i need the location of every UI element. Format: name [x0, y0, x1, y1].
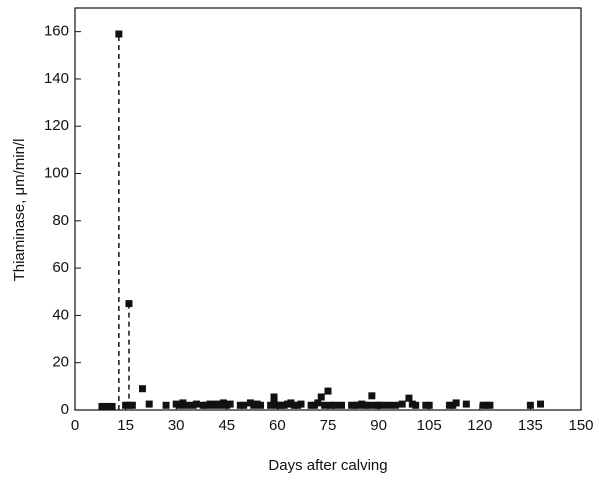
- point: [368, 392, 376, 400]
- point: [192, 400, 200, 408]
- y-tick-label: 160: [44, 23, 69, 40]
- y-tick-label: 40: [52, 306, 69, 323]
- y-tick-label: 140: [44, 70, 69, 87]
- point: [226, 400, 234, 408]
- point: [526, 401, 534, 409]
- dashed-line: [118, 34, 130, 410]
- point: [462, 400, 470, 408]
- x-tick-label: 30: [168, 417, 185, 434]
- x-tick-label: 135: [518, 417, 543, 434]
- point: [405, 394, 413, 402]
- x-tick-label: 120: [467, 417, 492, 434]
- point: [391, 401, 399, 409]
- point: [385, 401, 393, 409]
- x-tick-label: 0: [71, 417, 79, 434]
- x-tick-label: 75: [320, 417, 337, 434]
- x-tick-label: 15: [117, 417, 134, 434]
- y-tick-label: 80: [52, 212, 69, 229]
- point: [314, 399, 322, 407]
- point: [412, 401, 420, 409]
- point: [331, 401, 339, 409]
- point: [240, 401, 248, 409]
- y-tick-label: 120: [44, 117, 69, 134]
- point: [337, 401, 345, 409]
- point: [317, 393, 325, 401]
- point: [537, 400, 545, 408]
- point: [270, 393, 278, 401]
- point: [364, 401, 372, 409]
- point: [378, 401, 386, 409]
- point: [138, 385, 146, 393]
- point: [145, 400, 153, 408]
- x-tick-label: 45: [218, 417, 235, 434]
- y-axis-title: Thiaminase, μm/min/l: [11, 139, 28, 282]
- point: [321, 401, 329, 409]
- point: [398, 400, 406, 408]
- point: [257, 401, 265, 409]
- y-tick-label: 100: [44, 164, 69, 181]
- point: [115, 30, 123, 38]
- x-tick-label: 60: [269, 417, 286, 434]
- point: [324, 387, 332, 395]
- x-tick-label: 90: [370, 417, 387, 434]
- point: [452, 399, 460, 407]
- x-axis-title: Days after calving: [268, 457, 387, 474]
- point: [425, 401, 433, 409]
- y-tick-label: 60: [52, 259, 69, 276]
- x-tick-label: 105: [417, 417, 442, 434]
- point: [182, 401, 190, 409]
- point: [128, 401, 136, 409]
- y-tick-label: 20: [52, 354, 69, 371]
- plot-frame: [74, 7, 582, 411]
- x-tick-label: 150: [568, 417, 593, 434]
- point: [162, 401, 170, 409]
- point: [297, 400, 305, 408]
- y-tick-label: 0: [61, 401, 69, 418]
- point: [108, 402, 116, 410]
- point: [486, 401, 494, 409]
